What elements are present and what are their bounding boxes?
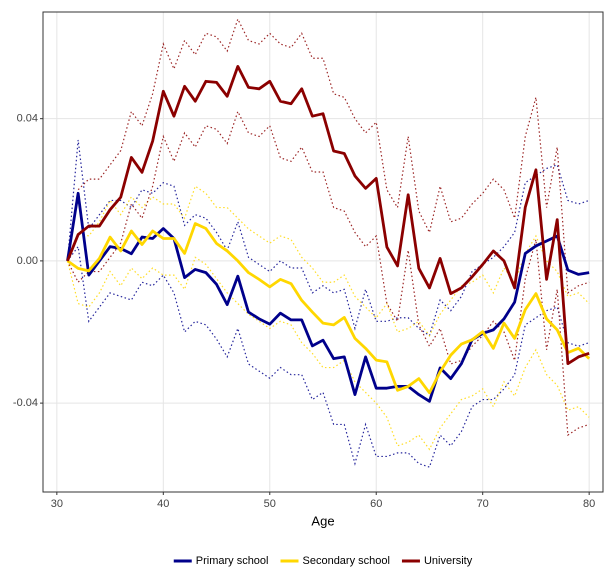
confidence-band — [66, 256, 590, 451]
y-tick-label: -0.04 — [13, 397, 38, 409]
x-tick-label: 30 — [51, 498, 63, 510]
series-line — [66, 191, 590, 403]
panel-border — [42, 11, 604, 493]
data — [66, 17, 591, 468]
legend-label: Primary school — [196, 555, 269, 567]
legend: Primary school Secondary school University — [173, 555, 473, 567]
confidence-band — [66, 17, 590, 294]
plot-panel — [43, 12, 603, 492]
series-line — [66, 65, 590, 366]
series-line — [66, 222, 591, 395]
x-tick-label: 70 — [477, 498, 489, 510]
confidence-band — [66, 139, 590, 337]
legend-item: Primary school — [173, 555, 269, 567]
x-tick-label: 40 — [157, 498, 169, 510]
y-tick-label: 0.00 — [17, 255, 38, 267]
legend-item: University — [401, 555, 473, 567]
y-tick-label: 0.04 — [17, 113, 38, 125]
legend-label: University — [424, 555, 473, 567]
x-tick-label: 50 — [264, 498, 276, 510]
legend-label: Secondary school — [303, 555, 390, 567]
x-axis-title: Age — [311, 513, 334, 528]
x-tick-label: 60 — [370, 498, 382, 510]
confidence-band — [67, 245, 590, 468]
x-tick-label: 80 — [583, 498, 595, 510]
legend-item: Secondary school — [280, 555, 390, 567]
